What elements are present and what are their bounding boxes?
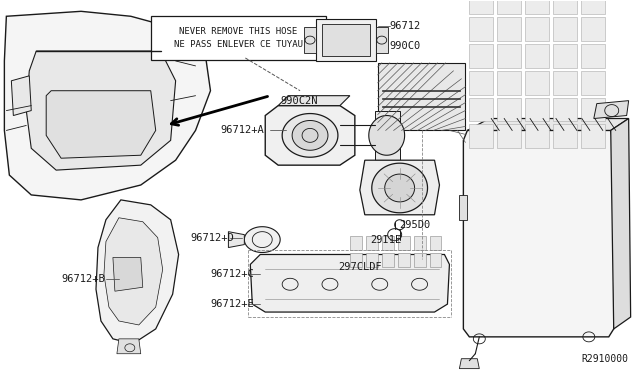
Polygon shape xyxy=(4,11,211,200)
Polygon shape xyxy=(292,121,328,150)
Text: 297CLDF: 297CLDF xyxy=(338,262,381,272)
Polygon shape xyxy=(397,253,410,267)
Polygon shape xyxy=(581,125,605,148)
Polygon shape xyxy=(96,200,179,344)
Polygon shape xyxy=(460,359,479,369)
Polygon shape xyxy=(366,235,378,250)
Polygon shape xyxy=(581,0,605,14)
Text: NEVER REMOVE THIS HOSE
NE PASS ENLEVER CE TUYAU: NEVER REMOVE THIS HOSE NE PASS ENLEVER C… xyxy=(174,28,303,49)
Polygon shape xyxy=(581,98,605,122)
Polygon shape xyxy=(397,235,410,250)
Polygon shape xyxy=(581,17,605,41)
Polygon shape xyxy=(385,174,415,202)
Polygon shape xyxy=(244,227,280,253)
Polygon shape xyxy=(429,235,442,250)
Polygon shape xyxy=(497,98,521,122)
Text: 29I1E: 29I1E xyxy=(370,235,401,245)
Polygon shape xyxy=(372,163,428,213)
Text: 96712+B: 96712+B xyxy=(61,274,105,284)
Polygon shape xyxy=(350,235,362,250)
Polygon shape xyxy=(497,44,521,68)
Polygon shape xyxy=(460,195,467,220)
Polygon shape xyxy=(429,253,442,267)
Polygon shape xyxy=(553,71,577,95)
Polygon shape xyxy=(497,125,521,148)
Polygon shape xyxy=(525,98,549,122)
Polygon shape xyxy=(369,116,404,155)
Polygon shape xyxy=(497,0,521,14)
Polygon shape xyxy=(581,71,605,95)
Polygon shape xyxy=(553,125,577,148)
Polygon shape xyxy=(469,71,493,95)
Text: 295D0: 295D0 xyxy=(399,220,431,230)
Polygon shape xyxy=(525,44,549,68)
Polygon shape xyxy=(350,253,362,267)
Polygon shape xyxy=(553,0,577,14)
Polygon shape xyxy=(497,17,521,41)
Polygon shape xyxy=(525,17,549,41)
Text: 96712: 96712 xyxy=(390,21,421,31)
Polygon shape xyxy=(12,76,31,116)
Polygon shape xyxy=(497,71,521,95)
Polygon shape xyxy=(104,218,163,325)
Text: 96712+D: 96712+D xyxy=(191,232,234,243)
Polygon shape xyxy=(525,71,549,95)
Text: 96712+E: 96712+E xyxy=(211,299,254,309)
Polygon shape xyxy=(469,17,493,41)
Polygon shape xyxy=(250,254,449,312)
Polygon shape xyxy=(469,98,493,122)
Text: 96712+A: 96712+A xyxy=(220,125,264,135)
Text: 990C2N: 990C2N xyxy=(280,96,317,106)
Polygon shape xyxy=(46,91,156,158)
Polygon shape xyxy=(611,119,630,329)
Polygon shape xyxy=(316,19,376,61)
Polygon shape xyxy=(378,63,465,131)
Polygon shape xyxy=(463,131,614,337)
Polygon shape xyxy=(525,0,549,14)
Polygon shape xyxy=(469,0,493,14)
Polygon shape xyxy=(553,98,577,122)
Polygon shape xyxy=(553,44,577,68)
Polygon shape xyxy=(469,125,493,148)
Polygon shape xyxy=(322,24,370,56)
Polygon shape xyxy=(228,232,244,247)
Text: 96712+C: 96712+C xyxy=(211,269,254,279)
Polygon shape xyxy=(375,110,399,160)
Polygon shape xyxy=(581,44,605,68)
Polygon shape xyxy=(413,253,426,267)
Polygon shape xyxy=(553,17,577,41)
Polygon shape xyxy=(381,253,394,267)
Polygon shape xyxy=(265,106,355,165)
Polygon shape xyxy=(278,96,350,106)
Text: 990C0: 990C0 xyxy=(390,41,421,51)
Polygon shape xyxy=(525,125,549,148)
Polygon shape xyxy=(304,27,316,53)
FancyBboxPatch shape xyxy=(151,16,326,60)
Polygon shape xyxy=(594,101,628,119)
Polygon shape xyxy=(26,51,175,170)
Polygon shape xyxy=(376,27,388,53)
Polygon shape xyxy=(360,160,440,215)
Polygon shape xyxy=(366,253,378,267)
Polygon shape xyxy=(117,339,141,354)
Polygon shape xyxy=(413,235,426,250)
Text: R2910000: R2910000 xyxy=(582,354,628,364)
Polygon shape xyxy=(467,119,628,131)
Polygon shape xyxy=(469,44,493,68)
Polygon shape xyxy=(282,113,338,157)
Polygon shape xyxy=(381,235,394,250)
Polygon shape xyxy=(113,257,143,291)
